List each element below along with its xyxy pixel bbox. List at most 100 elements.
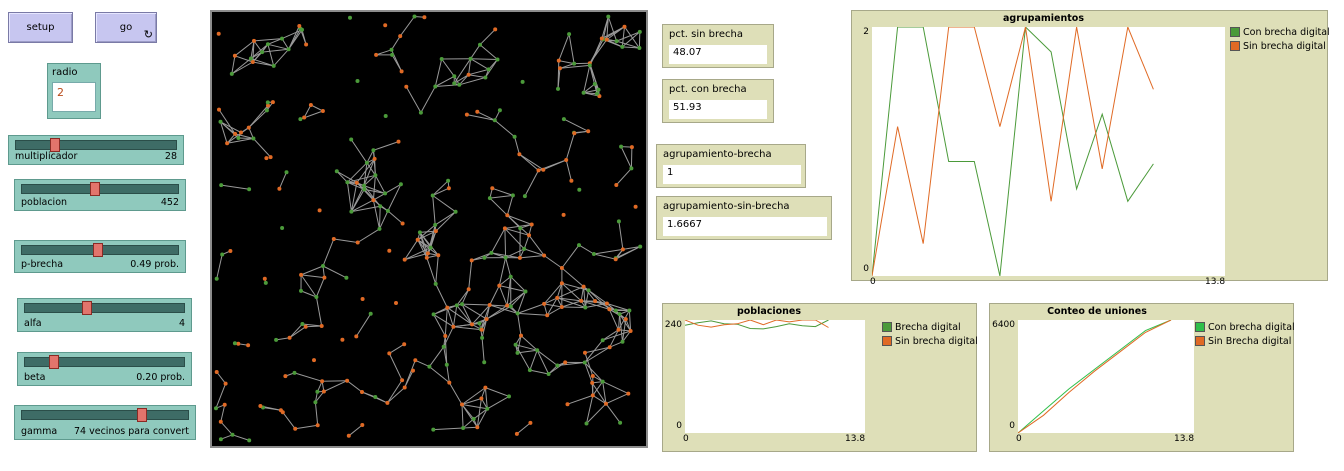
- monitor-agrupamiento-brecha: agrupamiento-brecha 1: [656, 144, 806, 188]
- slider-value: 0.20 prob.: [136, 372, 185, 383]
- axis-tick-label: 6400: [992, 320, 1015, 330]
- legend-label: Brecha digital: [895, 321, 961, 333]
- network-links: [215, 16, 641, 441]
- slider-name: beta: [24, 372, 46, 383]
- monitor-value: 1: [663, 165, 801, 184]
- slider-value: 28: [164, 151, 177, 162]
- axis-tick-label: 13.8: [1174, 434, 1195, 444]
- slider-track[interactable]: [24, 355, 185, 369]
- axis-tick-label: 0: [863, 264, 869, 274]
- slider-track[interactable]: [21, 243, 179, 257]
- legend-label: Sin brecha digital: [1243, 40, 1326, 52]
- monitor-pct-sin-brecha: pct. sin brecha 48.07: [662, 24, 774, 68]
- slider-thumb[interactable]: [137, 408, 147, 422]
- legend-item: Sin brecha digital: [882, 334, 978, 348]
- monitor-value: 48.07: [669, 45, 767, 64]
- go-button-label: go: [119, 22, 133, 33]
- axis-tick-label: 240: [664, 320, 682, 330]
- slider-value: 74 vecinos para convert: [74, 426, 189, 437]
- monitor-label: agrupamiento-sin-brecha: [663, 201, 790, 212]
- slider-name: poblacion: [21, 197, 68, 208]
- monitor-agrupamiento-sin-brecha: agrupamiento-sin-brecha 1.6667: [656, 196, 832, 240]
- slider-beta[interactable]: beta 0.20 prob.: [17, 352, 192, 386]
- monitor-label: pct. sin brecha: [669, 29, 743, 40]
- plot-legend: Brecha digital Sin brecha digital: [882, 320, 978, 348]
- network-agents: [214, 14, 643, 443]
- forever-icon: ↻: [143, 28, 153, 41]
- slider-thumb[interactable]: [49, 355, 59, 369]
- radio-input[interactable]: 2: [52, 82, 96, 112]
- axis-tick-label: 0: [1009, 421, 1015, 431]
- plot-area: [1017, 319, 1194, 434]
- slider-track[interactable]: [15, 138, 177, 152]
- slider-name: gamma: [21, 426, 58, 437]
- plot-svg: [684, 319, 829, 330]
- axis-tick-label: 13.8: [1205, 277, 1226, 287]
- setup-button[interactable]: setup: [8, 12, 73, 43]
- legend-swatch: [1230, 41, 1240, 51]
- slider-thumb[interactable]: [93, 243, 103, 257]
- slider-name: alfa: [24, 318, 42, 329]
- legend-item: Brecha digital: [882, 320, 978, 334]
- plot-poblaciones: poblaciones 240 0 0 13.8 Brecha digital Sin br…: [662, 303, 978, 452]
- series-line-1: [684, 319, 829, 328]
- plot-conteo-uniones: Conteo de uniones 6400 0 0 13.8 Con brecha di…: [989, 303, 1295, 452]
- slider-poblacion[interactable]: poblacion 452: [14, 179, 186, 211]
- monitor-value: 51.93: [669, 100, 767, 119]
- slider-thumb[interactable]: [82, 301, 92, 315]
- slider-track[interactable]: [21, 182, 179, 196]
- radio-input-widget: radio 2: [47, 63, 101, 119]
- plot-legend: Con brecha digital Sin Brecha digital: [1195, 320, 1295, 348]
- plot-agrupamientos: agrupamientos 2 0 0 13.8 Con brecha digital Si…: [851, 10, 1330, 287]
- monitor-label: agrupamiento-brecha: [663, 149, 772, 160]
- axis-tick-label: 0: [1016, 434, 1022, 444]
- series-line-0: [1017, 319, 1172, 434]
- slider-track[interactable]: [21, 408, 189, 422]
- legend-label: Con brecha digital: [1208, 321, 1295, 333]
- legend-item: Sin Brecha digital: [1195, 334, 1295, 348]
- slider-thumb[interactable]: [50, 138, 60, 152]
- radio-label: radio: [52, 67, 78, 78]
- slider-value: 0.49 prob.: [130, 259, 179, 270]
- legend-label: Sin Brecha digital: [1208, 335, 1292, 347]
- plot-title: Conteo de uniones: [1047, 306, 1147, 317]
- legend-swatch: [1195, 336, 1205, 346]
- monitor-pct-con-brecha: pct. con brecha 51.93: [662, 79, 774, 123]
- world-view[interactable]: [210, 10, 648, 448]
- slider-name: multiplicador: [15, 151, 78, 162]
- legend-swatch: [882, 322, 892, 332]
- slider-multiplicador[interactable]: multiplicador 28: [8, 135, 184, 165]
- slider-value: 4: [178, 318, 185, 329]
- slider-track[interactable]: [24, 301, 185, 315]
- slider-gamma[interactable]: gamma 74 vecinos para convert: [14, 405, 196, 440]
- plot-legend: Con brecha digital Sin brecha digital: [1230, 25, 1330, 53]
- series-line-1: [1017, 319, 1172, 434]
- plot-title: poblaciones: [736, 306, 802, 317]
- plot-title: agrupamientos: [1003, 13, 1084, 24]
- legend-swatch: [1195, 322, 1205, 332]
- legend-label: Con brecha digital: [1243, 26, 1330, 38]
- legend-item: Con brecha digital: [1195, 320, 1295, 334]
- series-line-1: [871, 25, 1154, 277]
- axis-tick-label: 13.8: [845, 434, 866, 444]
- plot-svg: [871, 25, 1154, 277]
- setup-button-label: setup: [26, 22, 55, 33]
- legend-item: Con brecha digital: [1230, 25, 1330, 39]
- go-button[interactable]: go ↻: [95, 12, 157, 43]
- slider-value: 452: [160, 197, 179, 208]
- slider-alfa[interactable]: alfa 4: [17, 298, 192, 332]
- series-line-0: [684, 319, 829, 330]
- slider-name: p-brecha: [21, 259, 64, 270]
- monitor-label: pct. con brecha: [669, 84, 747, 95]
- axis-tick-label: 0: [676, 421, 682, 431]
- slider-p-brecha[interactable]: p-brecha 0.49 prob.: [14, 240, 186, 273]
- legend-label: Sin brecha digital: [895, 335, 978, 347]
- series-line-0: [871, 25, 1154, 277]
- legend-item: Sin brecha digital: [1230, 39, 1330, 53]
- monitor-value: 1.6667: [663, 217, 827, 236]
- axis-tick-label: 2: [863, 27, 869, 37]
- axis-tick-label: 0: [870, 277, 876, 287]
- plot-area: [871, 25, 1225, 277]
- legend-swatch: [1230, 27, 1240, 37]
- slider-thumb[interactable]: [90, 182, 100, 196]
